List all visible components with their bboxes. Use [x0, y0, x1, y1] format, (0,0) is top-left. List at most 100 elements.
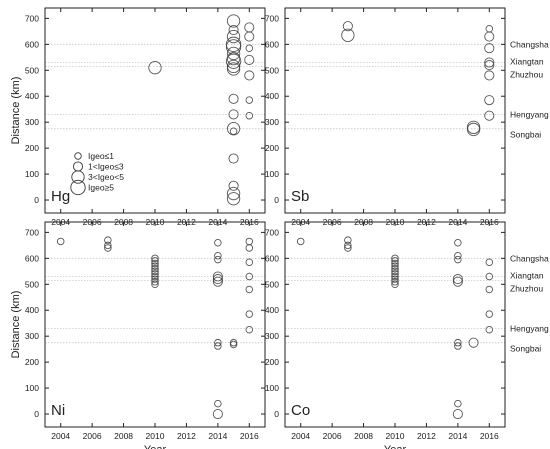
data-point: [466, 122, 481, 137]
data-point: [245, 258, 254, 266]
data-point: [245, 237, 254, 246]
data-point: [226, 29, 241, 44]
city-label: Changsha: [510, 253, 549, 263]
panel-label: Sb: [291, 188, 309, 205]
panel-ni: 2004 2006 2008 2010 2012 2014 2016 0 100 200 300 40…: [10, 221, 266, 449]
plot-frame: [284, 221, 506, 428]
data-point: [391, 270, 399, 278]
data-point: [391, 262, 399, 270]
data-point: [391, 277, 399, 286]
data-point: [485, 310, 494, 318]
data-point: [391, 257, 399, 265]
data-point: [151, 272, 159, 281]
x-tick-label: 2006: [323, 431, 342, 441]
data-point: [484, 57, 495, 68]
data-point: [245, 272, 254, 281]
data-point: [151, 257, 159, 265]
data-point: [391, 254, 399, 263]
data-point: [228, 109, 239, 120]
data-point: [484, 70, 495, 81]
x-tick-label: 2004: [291, 431, 310, 441]
panel-label: Co: [291, 402, 310, 419]
data-point: [485, 258, 494, 266]
y-tick-label: 700: [25, 227, 39, 237]
data-point: [296, 237, 305, 246]
data-point: [391, 267, 399, 276]
city-label: Xiangtan: [510, 270, 544, 280]
data-point: [226, 192, 241, 206]
data-point: [245, 44, 254, 52]
data-point: [452, 276, 463, 287]
data-point: [454, 338, 462, 347]
data-point: [226, 14, 241, 28]
x-tick-label: 2008: [114, 431, 133, 441]
legend-marker: [71, 170, 85, 184]
data-point: [454, 239, 462, 247]
data-point: [151, 275, 159, 283]
data-point: [468, 337, 479, 348]
data-point: [56, 237, 65, 246]
data-point: [151, 270, 159, 278]
data-point: [151, 262, 159, 270]
data-point: [228, 180, 239, 191]
legend-label: Igeo≤1: [88, 151, 114, 161]
y-tick-label: 300: [25, 117, 39, 127]
y-tick-label: 0: [274, 195, 279, 205]
data-point: [245, 325, 254, 334]
data-point: [484, 43, 495, 54]
data-point: [484, 60, 495, 71]
legend-label: Igeo≥5: [88, 183, 114, 193]
data-point: [391, 264, 399, 273]
legend-label: 1<Igeo≤3: [88, 162, 124, 172]
y-axis-title: Distance (km): [10, 77, 22, 145]
city-label: Songbai: [510, 130, 541, 140]
data-point: [212, 408, 223, 420]
data-point: [485, 25, 494, 33]
x-tick-label: 2010: [146, 431, 165, 441]
data-point: [454, 251, 462, 260]
legend-marker: [70, 179, 86, 196]
y-tick-label: 100: [25, 383, 39, 393]
y-tick-label: 500: [265, 65, 279, 75]
panel-sb: 2004 2006 2008 2010 2012 2014 2016010020030040…: [265, 7, 549, 227]
data-point: [151, 259, 159, 268]
data-point: [228, 25, 239, 36]
panel-hg: 2004 2006 2008 2010 2012 2014 2016010020030040…: [10, 7, 266, 227]
data-point: [244, 70, 255, 81]
city-label: Songbai: [510, 344, 541, 354]
data-point: [214, 251, 222, 260]
plot-frame: [44, 221, 266, 428]
x-tick-label: 2004: [51, 431, 70, 441]
data-point: [344, 241, 352, 250]
data-point: [226, 62, 241, 76]
data-point: [454, 255, 462, 264]
data-point: [391, 259, 399, 268]
x-tick-label: 2008: [354, 431, 373, 441]
x-tick-label: 2014: [208, 431, 227, 441]
y-tick-label: 100: [265, 383, 279, 393]
data-point: [214, 342, 222, 350]
data-point: [214, 338, 222, 347]
data-point: [244, 54, 255, 65]
y-tick-label: 300: [25, 331, 39, 341]
panel-label: Hg: [51, 188, 70, 205]
y-tick-label: 0: [34, 409, 39, 419]
y-tick-label: 100: [25, 169, 39, 179]
data-point: [245, 285, 254, 294]
y-tick-label: 0: [34, 195, 39, 205]
data-point: [484, 31, 495, 42]
data-point: [229, 338, 238, 347]
data-point: [226, 46, 241, 61]
data-point: [228, 93, 239, 104]
legend-label: 3<Igeo<5: [88, 172, 124, 182]
data-point: [151, 277, 159, 286]
legend-marker: [74, 152, 82, 160]
data-point: [245, 111, 254, 120]
data-point: [344, 244, 352, 252]
y-tick-label: 700: [25, 13, 39, 23]
data-point: [342, 21, 353, 32]
data-point: [245, 244, 254, 252]
x-tick-label: 2014: [448, 431, 467, 441]
data-point: [485, 285, 494, 294]
data-point: [226, 186, 241, 201]
